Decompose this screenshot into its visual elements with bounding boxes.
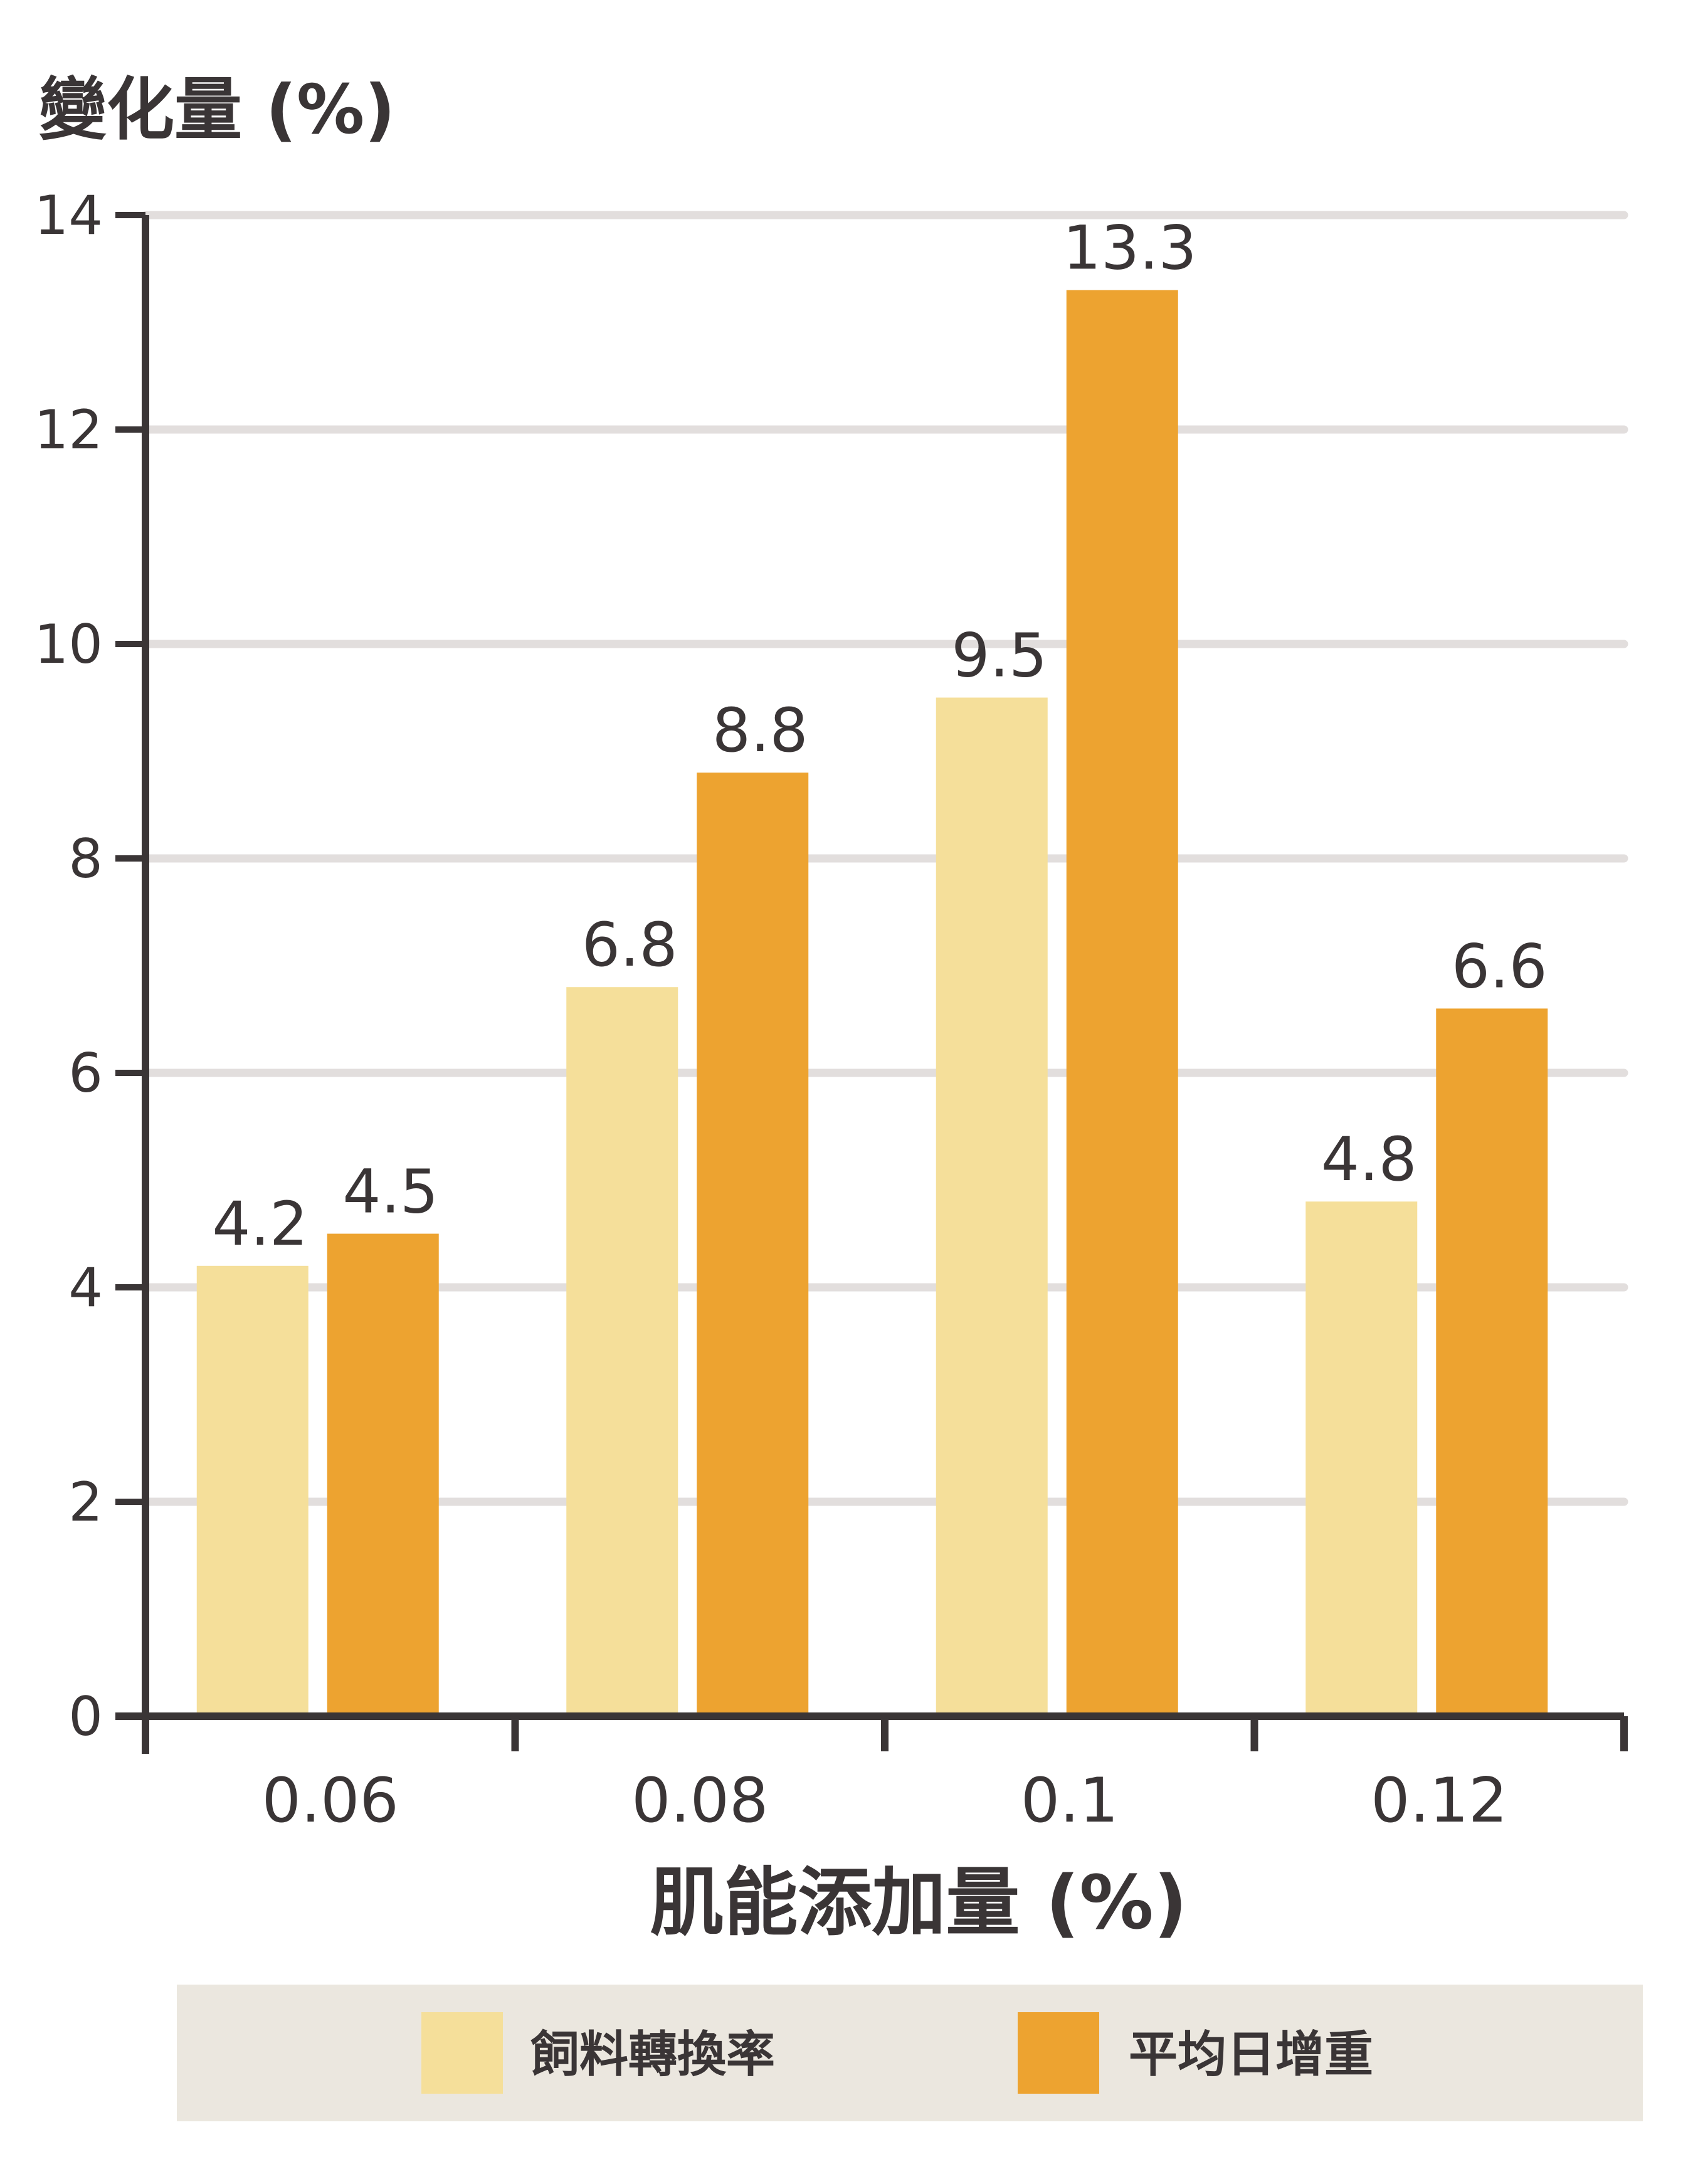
y-axis-title: 變化量 (%): [39, 71, 396, 149]
labels: 0 2 4 6 8 10 12 14 4.2 4.5 0.06 6.8 8.8 0.08 9.5 13.3 0.…: [34, 184, 1548, 1837]
x-tick-label: 0.12: [1371, 1765, 1507, 1837]
y-tick-label: 0: [68, 1685, 103, 1748]
bar-daily-gain: [327, 1233, 439, 1716]
bar-feed-conversion: [936, 697, 1048, 1716]
data-label: 9.5: [951, 621, 1047, 691]
y-tick-label: 12: [34, 399, 103, 462]
x-axis-title: 肌能添加量 (%): [650, 1859, 1187, 1946]
x-tick-label: 0.06: [262, 1765, 399, 1837]
y-tick-label: 6: [68, 1042, 103, 1105]
bar-daily-gain: [1436, 1008, 1548, 1716]
bar-feed-conversion: [1305, 1201, 1418, 1716]
x-tick-label: 0.1: [1021, 1765, 1119, 1837]
bar-feed-conversion: [566, 987, 678, 1716]
data-label: 4.8: [1321, 1124, 1417, 1195]
data-label: 6.8: [582, 910, 678, 980]
y-tick-label: 10: [34, 613, 103, 676]
data-label: 13.3: [1063, 213, 1197, 283]
y-tick-label: 4: [68, 1257, 103, 1319]
legend-swatch-feed-conversion: [421, 2012, 503, 2094]
data-label: 6.6: [1452, 931, 1548, 1001]
y-tick-label: 8: [68, 828, 103, 890]
x-tick-label: 0.08: [631, 1765, 768, 1837]
bar-feed-conversion: [196, 1265, 309, 1716]
y-tick-label: 2: [68, 1471, 103, 1534]
legend-label-feed-conversion: 飼料轉換率: [530, 2027, 775, 2083]
legend: 飼料轉換率 平均日增重: [177, 1985, 1643, 2121]
bar-daily-gain: [697, 773, 809, 1716]
axes: [115, 212, 1628, 1754]
y-tick-label: 14: [34, 184, 103, 247]
data-label: 4.5: [342, 1157, 438, 1227]
legend-label-daily-gain: 平均日增重: [1129, 2027, 1373, 2083]
data-label: 8.8: [712, 695, 808, 766]
data-label: 4.2: [212, 1189, 308, 1259]
bars: [196, 290, 1548, 1717]
legend-swatch-daily-gain: [1018, 2012, 1099, 2094]
legend-background: [177, 1985, 1643, 2121]
bar-daily-gain: [1066, 290, 1178, 1717]
